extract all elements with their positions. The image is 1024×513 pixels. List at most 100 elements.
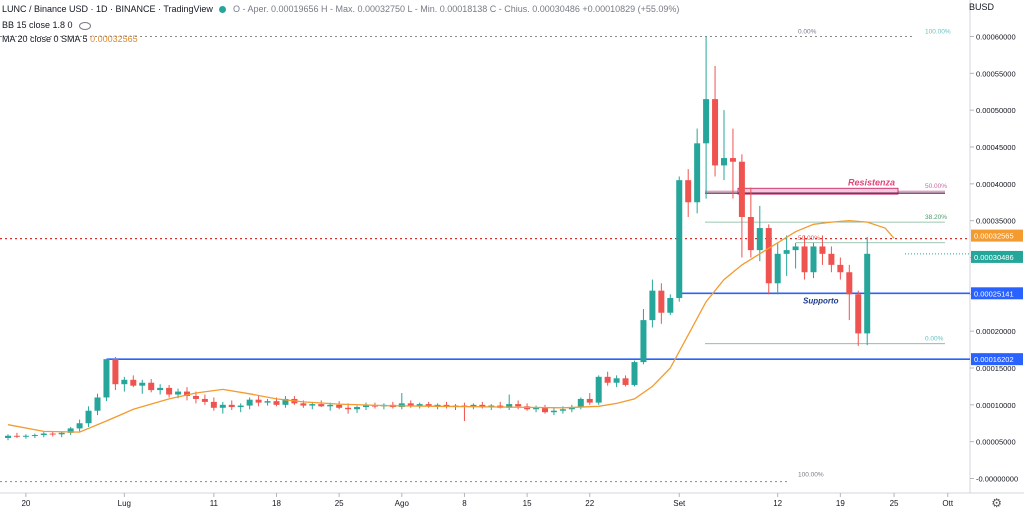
- candle-body[interactable]: [676, 180, 683, 299]
- symbol-title[interactable]: LUNC / Binance USD · 1D · BINANCE · Trad…: [2, 4, 213, 14]
- candle-body[interactable]: [738, 161, 745, 217]
- bb-indicator-row[interactable]: BB 15 close 1.8 0: [2, 19, 92, 31]
- candle-body[interactable]: [246, 399, 253, 406]
- candle-body[interactable]: [568, 407, 575, 410]
- candle-body[interactable]: [622, 378, 629, 385]
- candle-body[interactable]: [559, 409, 566, 411]
- candle-body[interactable]: [667, 298, 674, 313]
- resistance-zone: [737, 187, 899, 195]
- candle-body[interactable]: [703, 99, 710, 144]
- candle-body[interactable]: [345, 407, 352, 410]
- candle-body[interactable]: [712, 99, 719, 166]
- candle-body[interactable]: [13, 435, 20, 437]
- candle-body[interactable]: [282, 398, 289, 405]
- candle-body[interactable]: [550, 410, 557, 413]
- candle-body[interactable]: [166, 387, 173, 395]
- candle-body[interactable]: [407, 403, 414, 406]
- candle-body[interactable]: [855, 294, 862, 334]
- candle-body[interactable]: [22, 435, 29, 437]
- candle-body[interactable]: [640, 320, 647, 363]
- candle-body[interactable]: [76, 423, 83, 429]
- candle-body[interactable]: [747, 216, 754, 251]
- candle-body[interactable]: [595, 376, 602, 403]
- candle-body[interactable]: [774, 253, 781, 284]
- candle-body[interactable]: [175, 391, 182, 395]
- candle-body[interactable]: [604, 376, 611, 383]
- fib-bottom-label: 100.00%: [798, 472, 824, 479]
- candle-body[interactable]: [479, 404, 486, 408]
- ma-indicator-row[interactable]: MA 20 close 0 SMA 5 0.00032565: [2, 33, 138, 45]
- candle-body[interactable]: [210, 401, 217, 408]
- candle-body[interactable]: [819, 246, 826, 254]
- candle-body[interactable]: [658, 290, 665, 313]
- candle-body[interactable]: [5, 435, 11, 438]
- candle-body[interactable]: [425, 404, 432, 407]
- candle-body[interactable]: [756, 228, 763, 251]
- candle-body[interactable]: [694, 143, 701, 203]
- candle-body[interactable]: [148, 382, 155, 391]
- candle-body[interactable]: [828, 253, 835, 265]
- candle-body[interactable]: [31, 435, 38, 437]
- ma-value: 0.00032565: [90, 34, 138, 44]
- candle-body[interactable]: [300, 403, 307, 406]
- candle-body[interactable]: [542, 407, 548, 413]
- candle-body[interactable]: [801, 246, 808, 273]
- y-tick-label: 0.00015000: [976, 364, 1016, 373]
- x-tick-label: 19: [836, 499, 845, 508]
- candle-body[interactable]: [139, 382, 146, 386]
- candle-body[interactable]: [309, 404, 316, 406]
- candle-body[interactable]: [184, 391, 190, 396]
- candle-body[interactable]: [470, 404, 477, 407]
- candle-body[interactable]: [371, 405, 378, 407]
- candle-body[interactable]: [363, 405, 369, 408]
- candle-body[interactable]: [219, 404, 226, 408]
- candle-body[interactable]: [783, 250, 790, 254]
- candle-body[interactable]: [765, 228, 772, 284]
- candle-body[interactable]: [40, 433, 47, 436]
- candle-body[interactable]: [685, 180, 692, 203]
- candle-body[interactable]: [533, 407, 540, 410]
- candle-body[interactable]: [864, 253, 871, 334]
- candle-body[interactable]: [631, 362, 638, 385]
- fib-top-right-label: 100.00%: [925, 29, 951, 36]
- candle-body[interactable]: [237, 405, 244, 408]
- candle-body[interactable]: [577, 398, 584, 408]
- candle-body[interactable]: [130, 379, 137, 386]
- x-tick-label: 11: [210, 499, 219, 508]
- candle-body[interactable]: [846, 272, 853, 295]
- candle-body[interactable]: [58, 432, 65, 435]
- eye-icon[interactable]: [79, 21, 92, 30]
- candle-body[interactable]: [85, 410, 92, 424]
- candle-body[interactable]: [336, 404, 343, 408]
- candle-body[interactable]: [434, 404, 441, 407]
- candle-body[interactable]: [721, 158, 727, 166]
- candle-body[interactable]: [273, 401, 280, 405]
- candle-body[interactable]: [112, 359, 119, 385]
- candle-body[interactable]: [255, 399, 262, 403]
- candle-body[interactable]: [837, 264, 844, 273]
- candle-body[interactable]: [649, 290, 656, 321]
- candle-body[interactable]: [729, 158, 736, 162]
- candle-body[interactable]: [121, 379, 128, 385]
- candle-body[interactable]: [318, 404, 325, 407]
- candle-body[interactable]: [416, 404, 423, 406]
- candle-body[interactable]: [506, 404, 513, 408]
- candle-body[interactable]: [327, 404, 334, 407]
- candle-body[interactable]: [810, 246, 817, 273]
- candle-body[interactable]: [67, 428, 74, 433]
- candle-body[interactable]: [792, 246, 799, 251]
- candle-body[interactable]: [94, 397, 101, 411]
- candle-body[interactable]: [515, 404, 522, 407]
- candle-body[interactable]: [157, 387, 164, 391]
- candle-body[interactable]: [264, 401, 271, 403]
- candle-body[interactable]: [201, 398, 208, 402]
- candle-body[interactable]: [49, 433, 56, 435]
- candle-body[interactable]: [228, 404, 235, 408]
- candle-body[interactable]: [354, 407, 361, 410]
- candle-body[interactable]: [103, 359, 110, 398]
- candle-body[interactable]: [586, 398, 593, 403]
- candle-body[interactable]: [192, 395, 199, 399]
- candle-body[interactable]: [613, 378, 620, 383]
- gear-icon[interactable]: ⚙: [991, 496, 1002, 510]
